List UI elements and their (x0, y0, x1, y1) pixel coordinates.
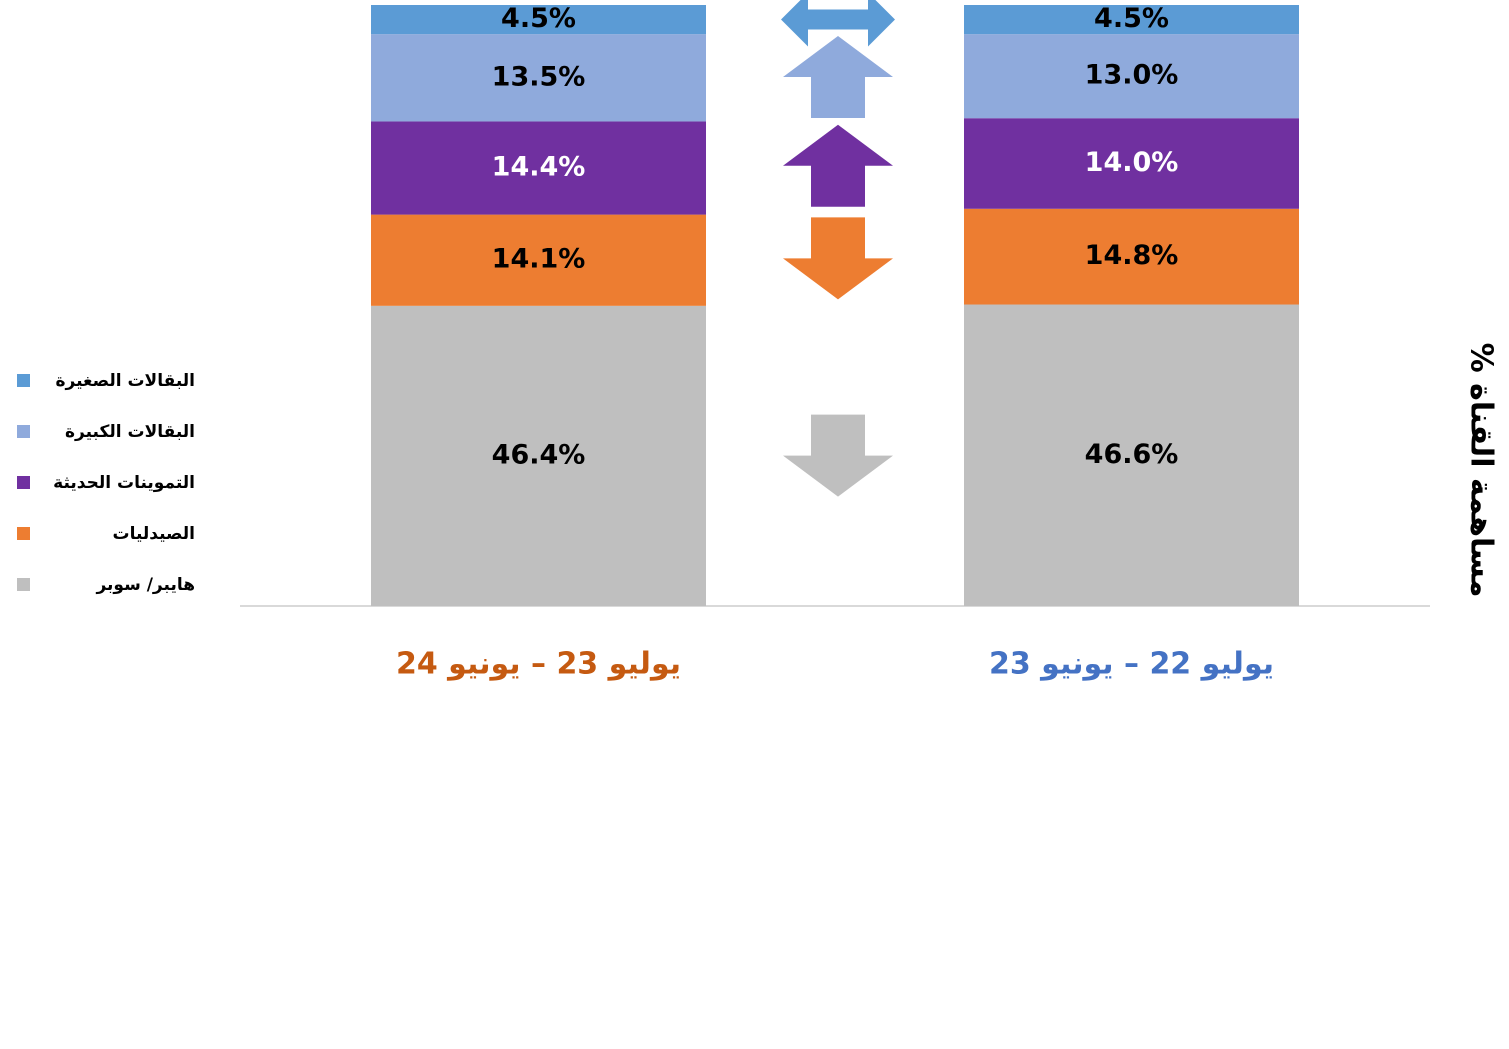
legend-swatch (17, 374, 30, 387)
change-arrow (783, 217, 893, 300)
change-arrow (783, 124, 893, 207)
bar-segment (964, 208, 1299, 305)
legend-label: الصيدليات (112, 524, 195, 544)
y-axis-label: مساهمة القناة % (1464, 343, 1499, 598)
bar-segment (964, 118, 1299, 209)
bar-segment (964, 304, 1299, 606)
legend-swatch (17, 425, 30, 438)
data-label: 4.5% (501, 3, 576, 34)
data-label: 14.1% (492, 244, 586, 275)
change-arrow (783, 35, 893, 118)
bar-segment (371, 5, 706, 35)
change-arrow (783, 414, 893, 497)
legend-label: التموينات الحديثة (53, 473, 195, 493)
legend-swatch (17, 476, 30, 489)
x-tick-label: يوليو 23 – يونيو 24 (396, 647, 681, 682)
data-label: 13.5% (492, 61, 586, 92)
bar-segment (371, 121, 706, 215)
change-arrow (781, 0, 895, 47)
legend-label: هايبر/ سوبر (95, 575, 195, 595)
data-label: 14.0% (1085, 147, 1179, 178)
bar-segment (371, 214, 706, 306)
legend-label: البقالات الكبيرة (65, 422, 195, 442)
bar-segment (964, 34, 1299, 119)
legend-swatch (17, 527, 30, 540)
data-label: 46.6% (1085, 439, 1179, 470)
bar-segment (371, 305, 706, 606)
data-label: 13.0% (1085, 60, 1179, 91)
legend-label: البقالات الصغيرة (55, 371, 195, 391)
data-label: 14.8% (1085, 240, 1179, 271)
data-label: 14.4% (492, 152, 586, 183)
bar-segment (964, 5, 1299, 35)
data-label: 4.5% (1094, 3, 1169, 34)
bar-segment (371, 34, 706, 122)
x-tick-label: يوليو 22 – يونيو 23 (989, 647, 1274, 682)
data-label: 46.4% (492, 439, 586, 470)
legend-swatch (17, 578, 30, 591)
